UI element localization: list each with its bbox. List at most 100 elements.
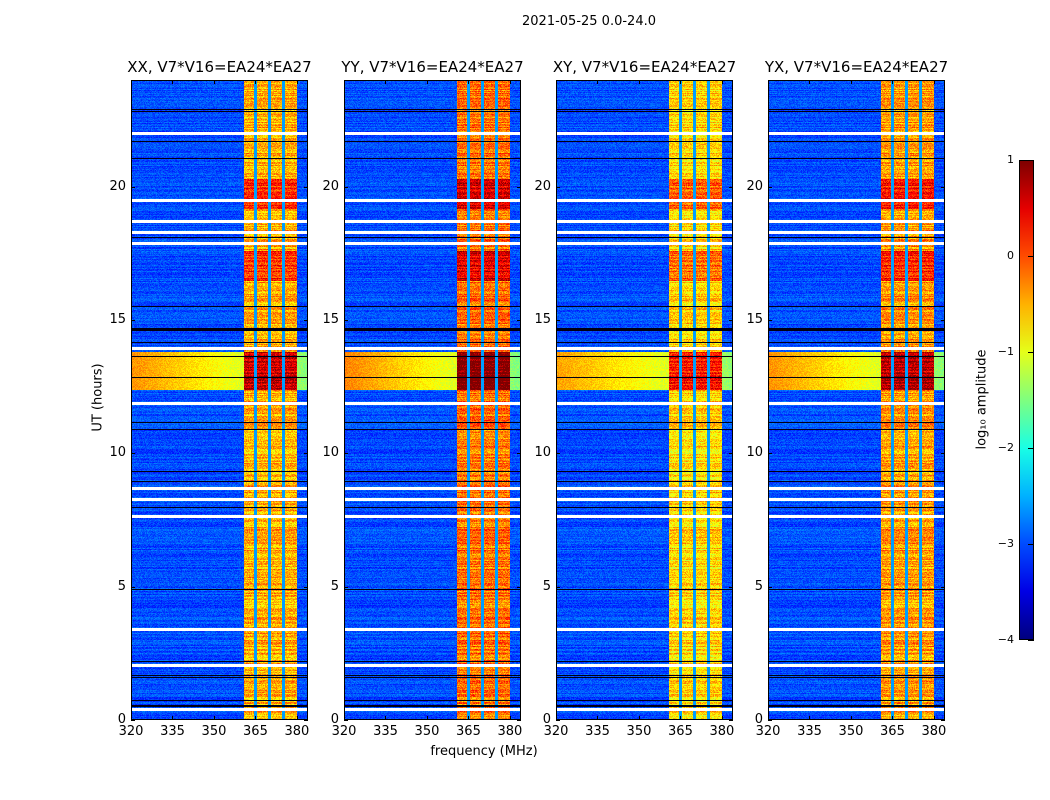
y-tick-label: 15 bbox=[534, 312, 551, 327]
x-tick bbox=[597, 716, 599, 720]
colorbar-tick-label: −2 bbox=[997, 441, 1014, 454]
colorbar-tick bbox=[1028, 256, 1034, 257]
x-tick-label: 365 bbox=[456, 724, 481, 739]
y-tick bbox=[131, 320, 135, 321]
y-tick bbox=[729, 720, 733, 721]
panel-title: XY, V7*V16=EA24*EA27 bbox=[552, 58, 737, 76]
x-tick bbox=[509, 716, 511, 720]
x-tick bbox=[680, 80, 682, 84]
y-tick bbox=[517, 320, 521, 321]
y-tick bbox=[768, 453, 772, 455]
y-tick bbox=[768, 320, 772, 321]
y-tick-label: 20 bbox=[746, 178, 763, 194]
colorbar-tick-label: −3 bbox=[997, 537, 1014, 550]
y-tick bbox=[344, 186, 348, 188]
y-tick-label: 10 bbox=[322, 445, 339, 461]
y-tick bbox=[729, 586, 733, 588]
x-tick-label: 380 bbox=[921, 724, 947, 739]
y-tick bbox=[729, 453, 733, 455]
figure-title: 2021-05-25 0.0-24.0 bbox=[522, 14, 656, 29]
y-tick bbox=[556, 320, 560, 321]
y-tick-label: 15 bbox=[746, 312, 763, 327]
x-tick-label: 380 bbox=[709, 724, 735, 739]
x-tick bbox=[721, 80, 723, 84]
x-tick bbox=[638, 716, 640, 720]
y-tick bbox=[941, 186, 945, 188]
y-tick-label: 5 bbox=[117, 578, 126, 594]
colorbar-tick-label: −1 bbox=[997, 345, 1014, 358]
x-tick bbox=[385, 80, 387, 84]
x-tick-label: 365 bbox=[880, 724, 905, 739]
y-tick bbox=[941, 720, 945, 721]
y-tick bbox=[304, 720, 308, 721]
y-tick bbox=[556, 720, 560, 721]
x-tick-label: 335 bbox=[797, 724, 822, 739]
x-tick-label: 320 bbox=[755, 724, 781, 739]
y-tick-label: 20 bbox=[322, 178, 339, 194]
x-tick-label: 350 bbox=[201, 724, 227, 739]
y-tick-label: 10 bbox=[109, 445, 126, 461]
x-tick bbox=[768, 716, 769, 720]
x-tick bbox=[850, 80, 852, 84]
y-tick bbox=[131, 186, 135, 188]
x-tick bbox=[426, 80, 428, 84]
x-tick bbox=[344, 716, 345, 720]
y-tick bbox=[941, 453, 945, 455]
y-tick bbox=[304, 186, 308, 188]
y-tick-label: 5 bbox=[542, 578, 551, 594]
y-tick-label: 20 bbox=[109, 178, 126, 194]
heatmap-xy bbox=[556, 80, 733, 720]
x-axis-label: frequency (MHz) bbox=[430, 744, 538, 759]
x-tick bbox=[468, 80, 470, 84]
colorbar-tick bbox=[1028, 352, 1034, 353]
y-axis-label: UT (hours) bbox=[90, 363, 106, 432]
y-tick-label: 5 bbox=[330, 578, 339, 594]
panel-title: YY, V7*V16=EA24*EA27 bbox=[341, 58, 524, 76]
x-tick-label: 335 bbox=[585, 724, 610, 739]
y-tick bbox=[556, 453, 560, 455]
y-tick bbox=[344, 586, 348, 588]
x-tick bbox=[172, 716, 174, 720]
x-tick-label: 320 bbox=[118, 724, 144, 739]
x-tick-label: 350 bbox=[414, 724, 440, 739]
x-tick bbox=[556, 716, 557, 720]
y-tick bbox=[304, 586, 308, 588]
x-tick bbox=[933, 716, 935, 720]
x-tick-label: 350 bbox=[838, 724, 864, 739]
x-tick bbox=[255, 80, 257, 84]
y-tick bbox=[517, 453, 521, 455]
x-tick bbox=[255, 716, 257, 720]
x-tick bbox=[892, 716, 894, 720]
colorbar-tick-label: 1 bbox=[1007, 153, 1014, 166]
x-tick bbox=[296, 716, 298, 720]
colorbar-tick bbox=[1028, 448, 1034, 449]
x-tick bbox=[172, 80, 174, 84]
y-tick bbox=[131, 720, 135, 721]
x-tick-label: 380 bbox=[284, 724, 310, 739]
y-tick bbox=[304, 320, 308, 321]
y-tick-label: 15 bbox=[322, 312, 339, 327]
colorbar-tick-label: 0 bbox=[1007, 249, 1014, 262]
colorbar-tick-label: −4 bbox=[997, 633, 1014, 646]
y-tick bbox=[556, 186, 560, 188]
colorbar bbox=[1019, 160, 1034, 640]
y-tick bbox=[556, 586, 560, 588]
heatmap-yx bbox=[768, 80, 945, 720]
panel-xy: XY, V7*V16=EA24*EA27 320 335 350 365 380 0 5 10… bbox=[534, 58, 736, 739]
x-tick-label: 320 bbox=[543, 724, 569, 739]
x-tick bbox=[680, 716, 682, 720]
y-tick bbox=[517, 586, 521, 588]
panel-title: XX, V7*V16=EA24*EA27 bbox=[127, 58, 312, 76]
x-tick bbox=[768, 80, 769, 84]
x-tick-label: 335 bbox=[373, 724, 398, 739]
x-tick-label: 350 bbox=[626, 724, 652, 739]
panel-yy: YY, V7*V16=EA24*EA27 320 335 350 365 380 0 5 10… bbox=[322, 58, 523, 739]
y-tick bbox=[131, 586, 135, 588]
x-tick bbox=[296, 80, 298, 84]
x-tick bbox=[892, 80, 894, 84]
y-tick bbox=[768, 186, 772, 188]
y-tick-label: 0 bbox=[117, 712, 126, 727]
x-tick bbox=[468, 716, 470, 720]
y-tick-label: 5 bbox=[754, 578, 763, 594]
x-tick bbox=[213, 80, 215, 84]
